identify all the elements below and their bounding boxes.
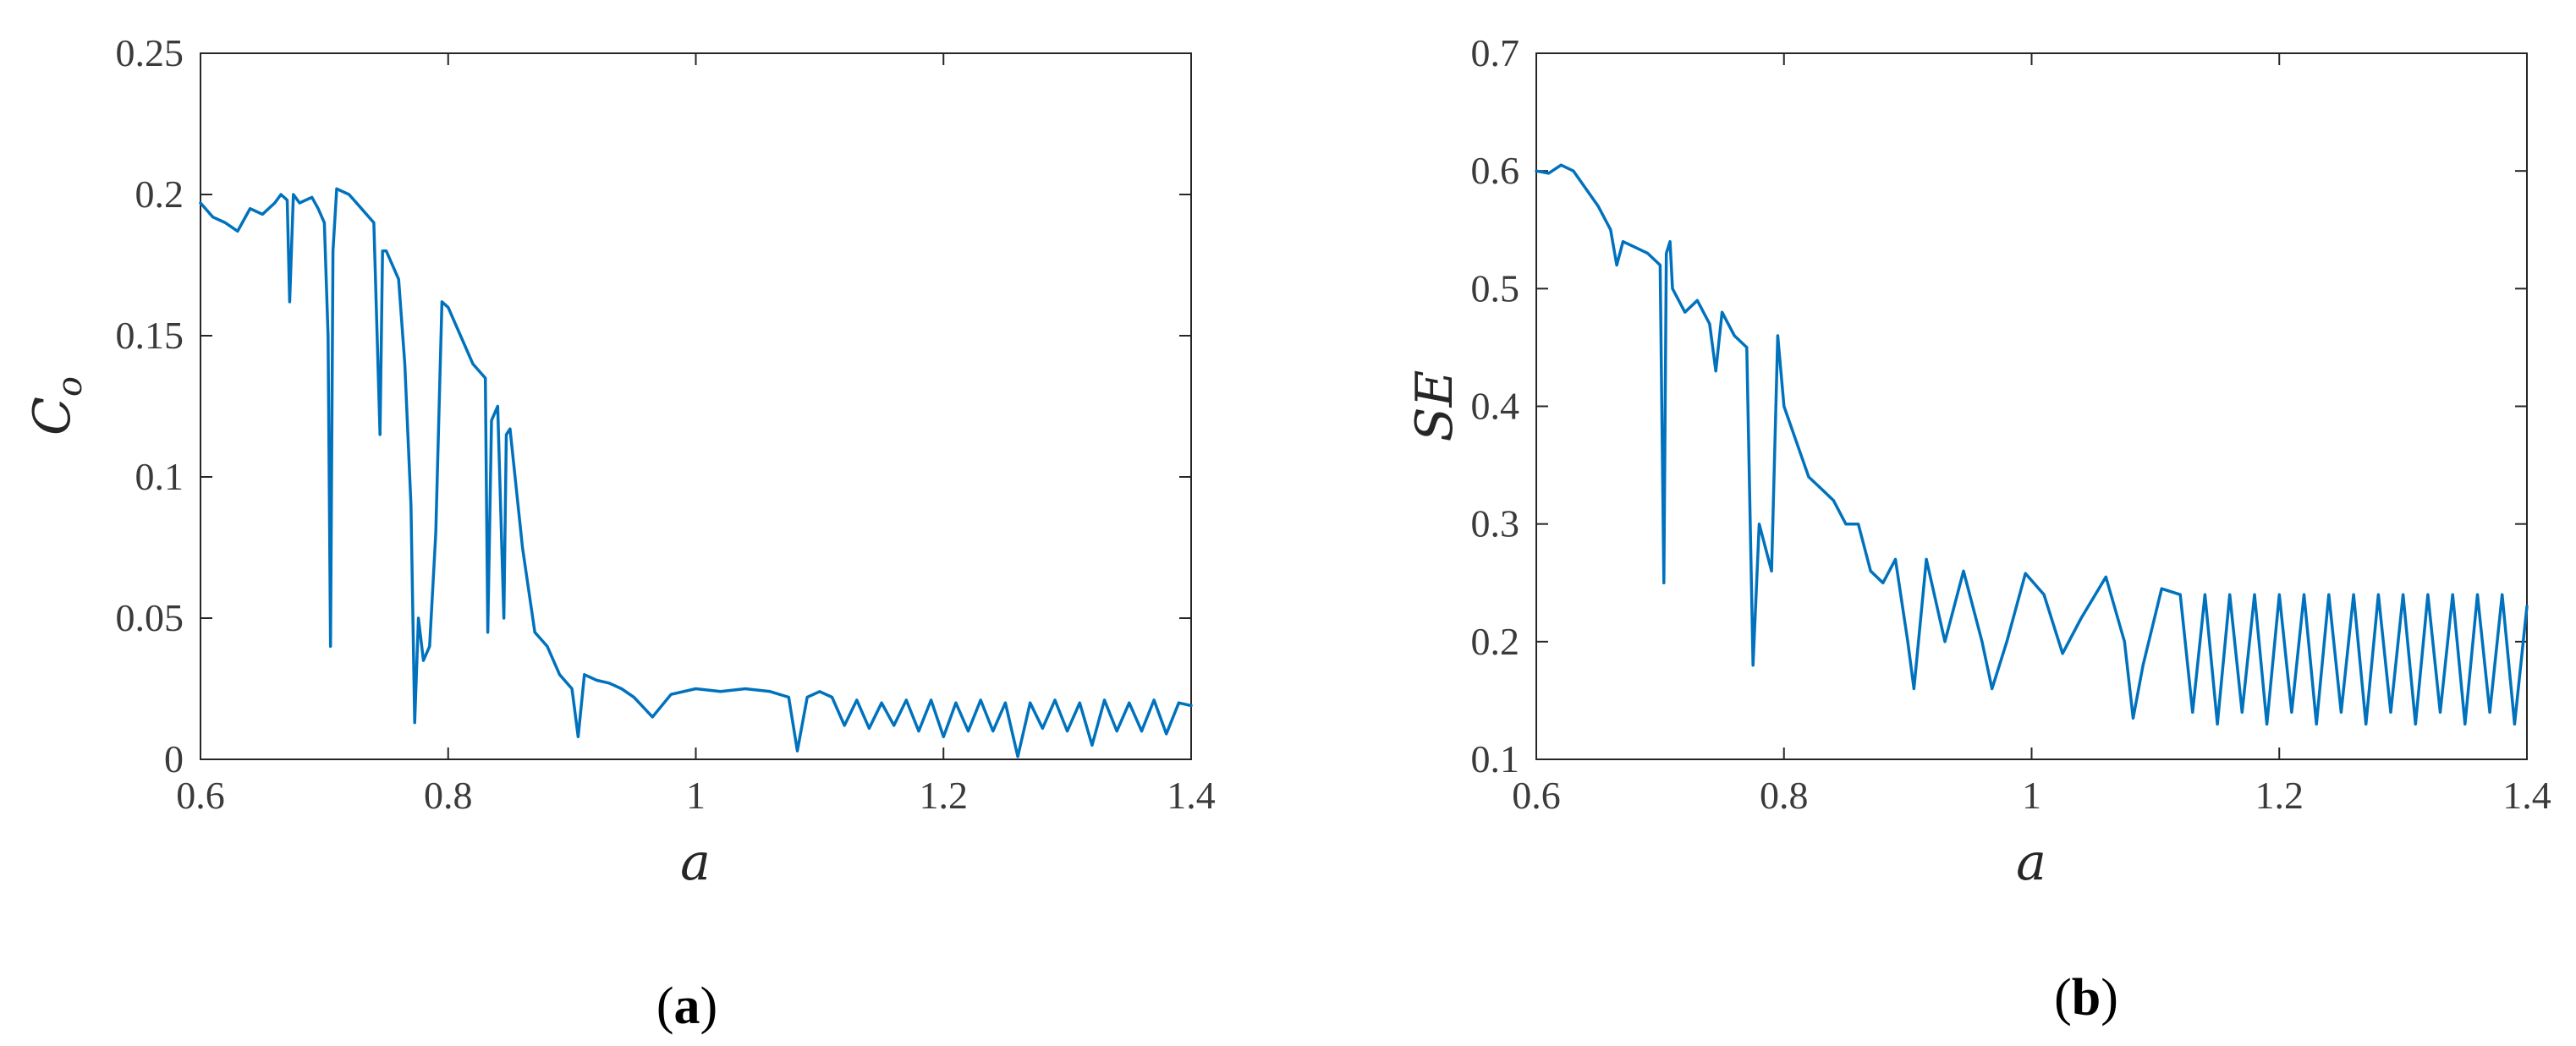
series-group-a — [199, 187, 1193, 758]
x-tick-label-b-0: 0.6 — [1512, 774, 1561, 817]
y-axis-label-b: SE — [1405, 370, 1464, 442]
x-tick-label-a-0: 0.6 — [176, 774, 225, 817]
y-tick-label-b-1: 0.2 — [1471, 620, 1520, 663]
x-tick-label-b-1: 0.8 — [1760, 774, 1809, 817]
series-group-b — [1535, 163, 2529, 726]
x-axis-label-b: a — [2016, 833, 2046, 892]
ticks-a — [200, 52, 1192, 760]
chart-panel-b: 0.6 0.8 1 1.2 1.40.10.20.30.40.50.60.7 a SE … — [1405, 31, 2551, 1027]
panel-caption-a: (a) — [656, 978, 717, 1035]
x-tick-label-b-2: 1 — [2022, 774, 2041, 817]
y-axis-label-a-main: C — [23, 397, 82, 435]
y-tick-label-b-0: 0.1 — [1471, 737, 1520, 780]
y-tick-label-b-2: 0.3 — [1471, 502, 1520, 545]
x-tick-label-a-4: 1.4 — [1167, 774, 1216, 817]
y-tick-label-a-1: 0.05 — [116, 596, 184, 639]
x-tick-label-b-4: 1.4 — [2502, 774, 2551, 817]
x-tick-label-a-1: 0.8 — [424, 774, 473, 817]
panel-caption-b-letter: b — [2072, 969, 2101, 1027]
tick-labels-b: 0.6 0.8 1 1.2 1.4 0.1 0.2 0.3 0.4 0.5 0.6 0.7 — [1471, 31, 2551, 817]
panel-caption-a-letter: a — [674, 978, 700, 1035]
ticks-b — [1535, 52, 2528, 760]
y-tick-label-a-5: 0.25 — [116, 31, 184, 74]
y-tick-label-a-4: 0.2 — [135, 173, 184, 216]
y-tick-label-b-4: 0.5 — [1471, 266, 1520, 309]
x-tick-label-b-3: 1.2 — [2255, 774, 2304, 817]
plot-frame-b — [1535, 52, 2528, 760]
y-tick-label-a-2: 0.1 — [135, 455, 184, 498]
tick-labels-a: 0.6 0.8 1 1.2 1.4 0 0.05 0.1 0.15 0.2 0.25 — [116, 31, 1216, 817]
y-axis-label-a-sub: o — [51, 376, 90, 397]
y-axis-label-b-main: SE — [1405, 370, 1464, 442]
y-tick-label-a-0: 0 — [164, 737, 184, 780]
y-tick-label-b-6: 0.7 — [1471, 31, 1520, 74]
y-tick-label-b-3: 0.4 — [1471, 385, 1520, 428]
x-tick-label-a-2: 1 — [686, 774, 706, 817]
x-axis-label-a: a — [680, 833, 711, 892]
series-line-b-0 — [1535, 163, 2529, 726]
x-tick-label-a-3: 1.2 — [920, 774, 969, 817]
y-axis-label-a: Co — [23, 376, 90, 435]
chart-panel-a: 0.6 0.8 1 1.2 1.4 0 0.05 0.1 0.15 0.2 0.25 a Co (a… — [23, 31, 1216, 1035]
plot-frame-a — [200, 52, 1192, 760]
y-tick-label-a-3: 0.15 — [116, 314, 184, 357]
series-line-a-0 — [199, 187, 1193, 758]
panel-caption-b: (b) — [2054, 969, 2118, 1027]
y-tick-label-b-5: 0.6 — [1471, 149, 1520, 192]
